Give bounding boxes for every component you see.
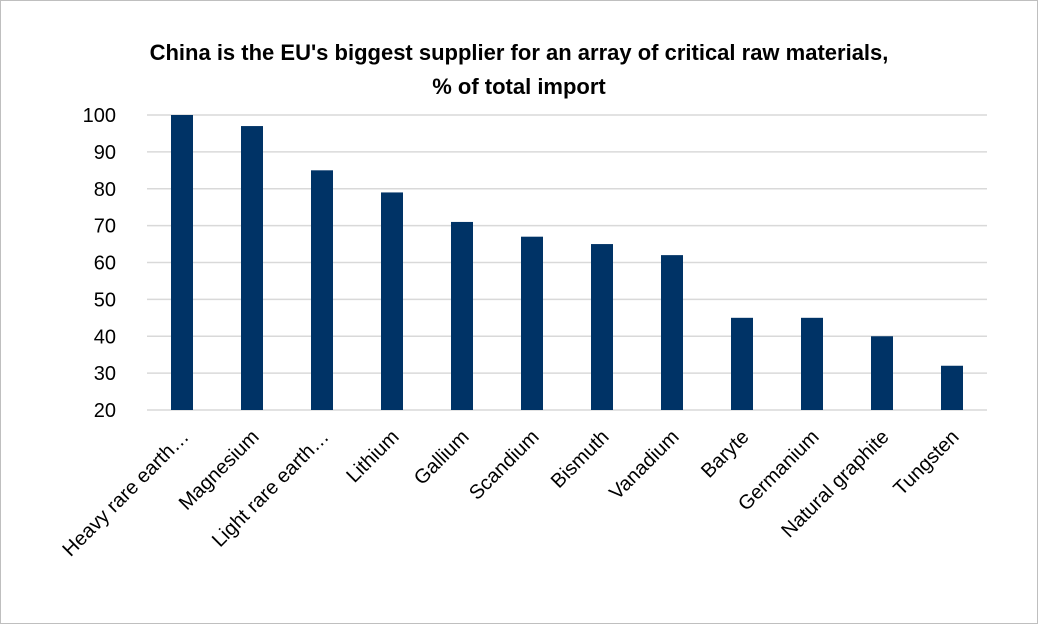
bar-11	[941, 365, 963, 410]
chart-title-line-2: % of total import	[432, 74, 606, 99]
bar-10	[871, 336, 893, 410]
bar-8	[731, 317, 753, 410]
category-label-6: Bismuth	[547, 426, 614, 493]
bar-0	[171, 115, 193, 410]
category-label-5: Scandium	[465, 426, 543, 504]
category-label-2: Light rare earth…	[208, 426, 334, 552]
y-tick-label-50: 50	[94, 289, 116, 311]
bar-2	[311, 170, 333, 410]
category-label-4: Gallium	[410, 426, 473, 489]
bar-7	[661, 255, 683, 410]
y-tick-label-20: 20	[94, 400, 116, 422]
y-tick-label-80: 80	[94, 179, 116, 201]
y-tick-label-30: 30	[94, 363, 116, 385]
bar-1	[241, 126, 263, 410]
category-label-0: Heavy rare earth…	[59, 426, 194, 561]
category-label-11: Tungsten	[890, 426, 964, 500]
y-tick-label-90: 90	[94, 142, 116, 164]
y-tick-label-40: 40	[94, 326, 116, 348]
y-tick-label-70: 70	[94, 216, 116, 238]
y-tick-label-60: 60	[94, 253, 116, 275]
bar-4	[451, 221, 473, 410]
bar-3	[381, 192, 403, 410]
y-tick-label-100: 100	[83, 105, 116, 127]
bar-6	[591, 244, 613, 410]
bar-5	[521, 236, 543, 410]
chart-title-line-1: China is the EU's biggest supplier for a…	[149, 40, 889, 65]
category-label-7: Vanadium	[605, 426, 683, 504]
bar-9	[801, 317, 823, 410]
category-label-8: Baryte	[697, 426, 753, 482]
category-label-3: Lithium	[342, 426, 403, 487]
